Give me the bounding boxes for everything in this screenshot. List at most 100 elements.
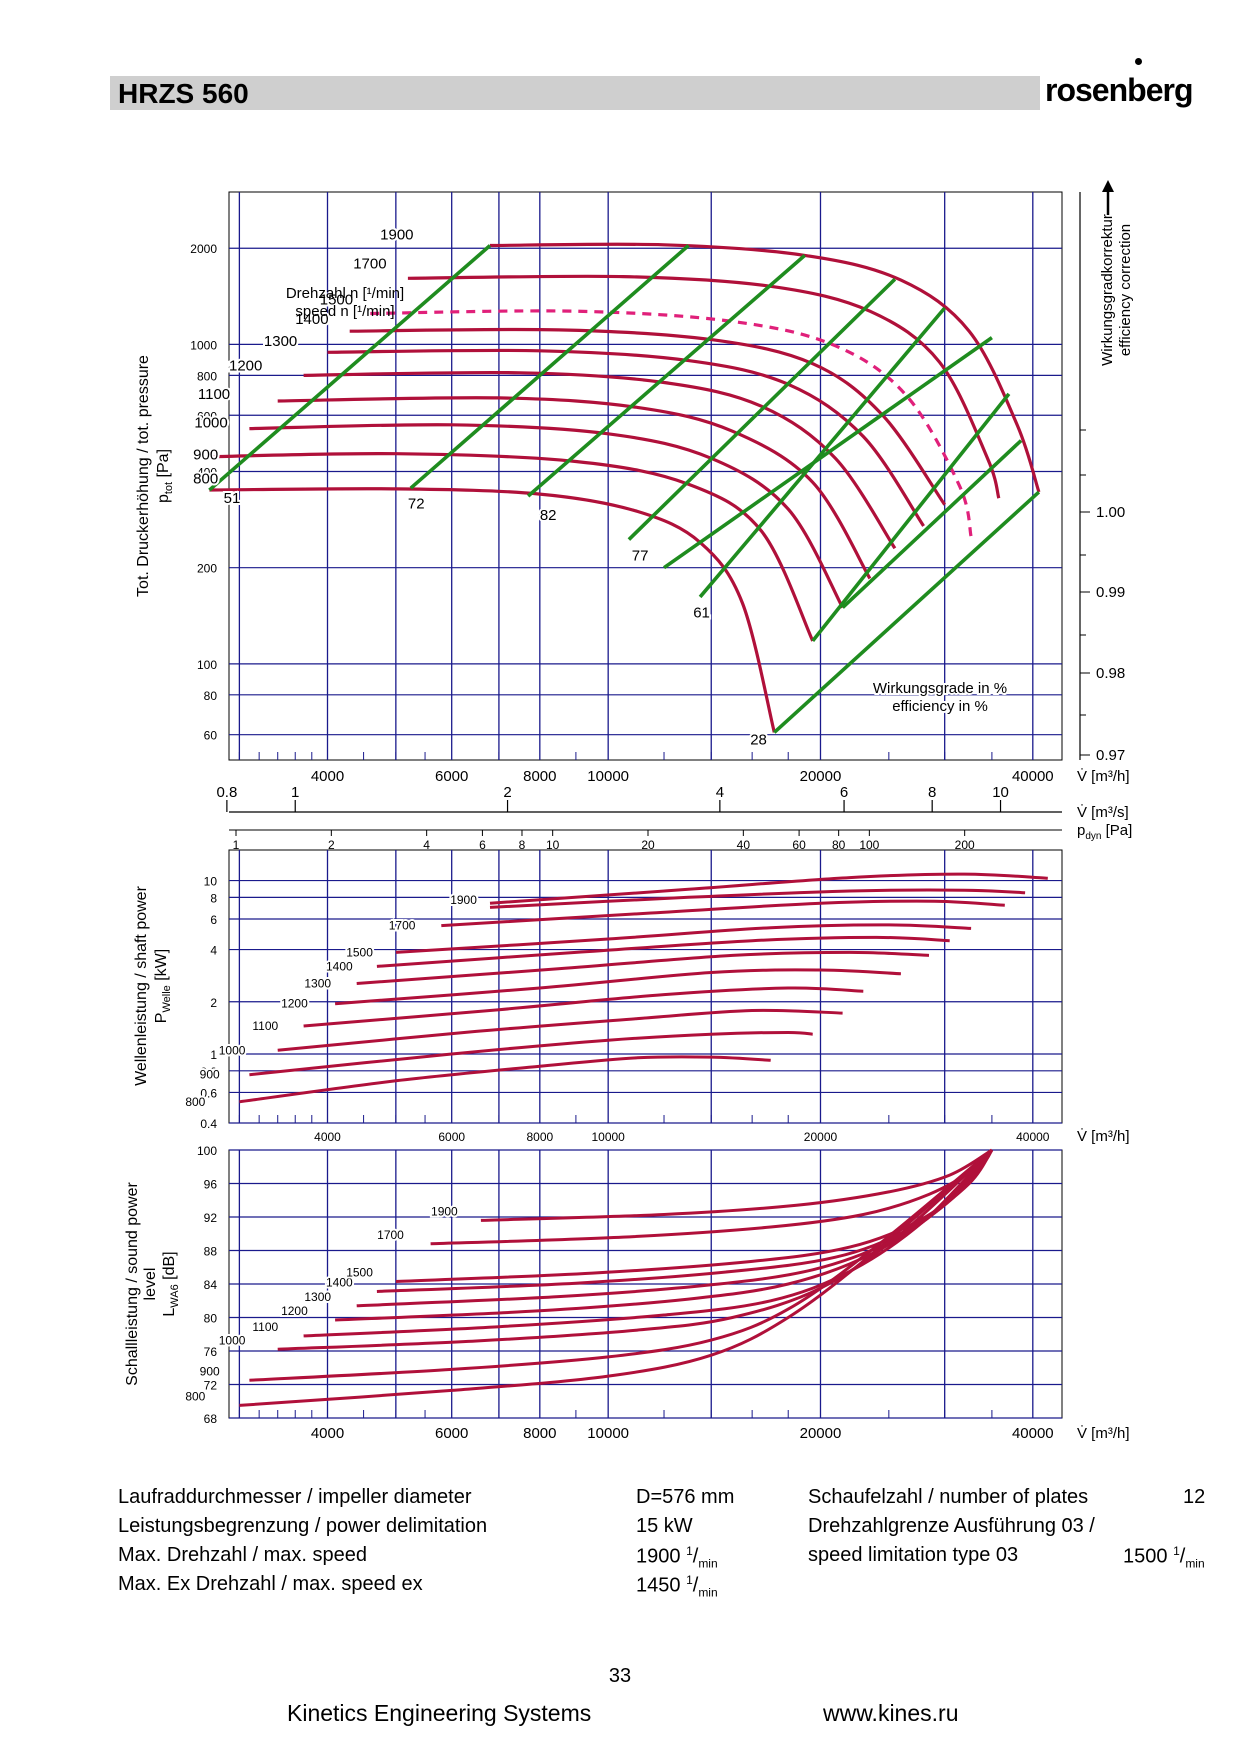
- sound-curve: [395, 1149, 994, 1283]
- y-tick-label: 400: [197, 466, 217, 480]
- efficiency-line: [526, 254, 806, 498]
- y-axis-title: level: [142, 1268, 159, 1301]
- pressure-curve: [209, 487, 776, 733]
- page-title: HRZS 560: [118, 78, 249, 109]
- pressure-curve: [277, 396, 872, 580]
- y-tick-label: 80: [204, 689, 218, 703]
- power-series-label: 1900: [450, 893, 477, 907]
- x-tick-label: 8000: [523, 768, 556, 785]
- pdyn-tick-label: 80: [832, 838, 846, 852]
- pdyn-tick-label: 60: [792, 838, 806, 852]
- page-number: 33: [608, 1665, 632, 1687]
- limit-label-2: speed limitation type 03: [808, 1544, 1019, 1566]
- power-curve: [395, 923, 972, 954]
- sound-series-label: 1500: [346, 1265, 373, 1279]
- right-axis-tick-label: 0.97: [1096, 747, 1125, 764]
- y-tick-label: 92: [204, 1211, 218, 1225]
- speed-legend: Drehzahl n [¹/min]: [286, 285, 404, 302]
- brand-logo: rosenberg: [1045, 72, 1193, 108]
- sound-series-label: 800: [185, 1389, 205, 1403]
- y-tick-label: 100: [197, 1144, 217, 1158]
- sound-series-label: 1400: [326, 1276, 353, 1290]
- pdyn-tick-label: 8: [519, 838, 526, 852]
- y-axis-unit: LWA6 [dB]: [161, 1251, 181, 1316]
- m3s-tick-label: 8: [928, 784, 936, 801]
- y-axis-title: Schallleistung / sound power: [124, 1181, 141, 1385]
- efficiency-legend: efficiency in %: [892, 698, 988, 715]
- power-series-label: 800: [185, 1095, 205, 1109]
- m3s-tick-label: 4: [716, 784, 724, 801]
- pressure-curve: [349, 327, 947, 506]
- m3s-tick-label: 10: [992, 784, 1009, 801]
- power-curve: [489, 872, 1048, 905]
- plates-label: Schaufelzahl / number of plates: [808, 1486, 1089, 1508]
- efficiency-label: 28: [750, 731, 767, 748]
- fan-performance-chart: 60 80 100 200 400 600 800 1000 2000 4000 6000 8000 1…: [124, 180, 1134, 1442]
- y-axis-unit: ptot [Pa]: [155, 449, 175, 503]
- efficiency-line: [662, 336, 993, 570]
- efficiency-line: [627, 277, 897, 541]
- y-tick-label: 2000: [190, 242, 217, 256]
- pdyn-tick-label: 6: [479, 838, 486, 852]
- y-tick-label: 8: [210, 891, 217, 905]
- efficiency-legend: Wirkungsgrade in %: [873, 680, 1007, 697]
- spec-row: Max. Drehzahl / max. speed 1900 1/min sp…: [118, 1544, 1228, 1572]
- y-tick-label: 84: [204, 1278, 218, 1292]
- y-tick-label: 600: [197, 409, 217, 423]
- pdyn-tick-label: 200: [955, 838, 975, 852]
- y-tick-label: 10: [204, 875, 218, 889]
- y-tick-label: 200: [197, 562, 217, 576]
- x-tick-label: 10000: [591, 1130, 625, 1144]
- limit-label-1: Drehzahlgrenze Ausführung 03 /: [808, 1515, 1095, 1537]
- x-tick-label: 6000: [438, 1130, 465, 1144]
- speed-label: 900: [193, 446, 218, 463]
- pdyn-tick-label: 1: [233, 838, 240, 852]
- right-axis-title: efficiency correction: [1117, 224, 1134, 356]
- pdyn-tick-label: 100: [859, 838, 879, 852]
- plates-value: 12: [1183, 1486, 1206, 1508]
- y-tick-label: 0.4: [200, 1117, 217, 1131]
- pressure-curve: [249, 423, 845, 609]
- x-tick-label: 10000: [587, 1425, 629, 1442]
- speed-label: 1700: [353, 256, 386, 273]
- y-tick-label: 2: [210, 996, 217, 1010]
- efficiency-label: 72: [408, 495, 425, 512]
- right-axis-title: Wirkungsgradkorrektur: [1099, 214, 1116, 366]
- y-axis-title: Tot. Druckerhöhung / tot. pressure: [135, 355, 152, 597]
- y-tick-label: 0.6: [200, 1086, 217, 1100]
- efficiency-line: [811, 392, 1011, 642]
- x-tick-label: 20000: [800, 1425, 842, 1442]
- sound-series-label: 1300: [304, 1290, 331, 1304]
- x-tick-label: 4000: [311, 1425, 344, 1442]
- x-tick-label: 6000: [435, 1425, 468, 1442]
- right-axis-tick-label: 0.98: [1096, 665, 1125, 682]
- y-tick-label: 96: [204, 1178, 218, 1192]
- efficiency-label: 77: [632, 548, 649, 565]
- x-tick-label: 8000: [526, 1130, 553, 1144]
- x-tick-label: 4000: [311, 768, 344, 785]
- maxex-label: Max. Ex Drehzahl / max. speed ex: [118, 1573, 423, 1595]
- right-axis-tick-label: 0.99: [1096, 584, 1125, 601]
- speed-label: 1400: [295, 311, 328, 328]
- y-tick-label: 1000: [190, 338, 217, 352]
- pdyn-tick-label: 4: [423, 838, 430, 852]
- power-curve: [239, 1055, 771, 1104]
- power-series-label: 1100: [252, 1019, 278, 1033]
- pressure-curve: [209, 451, 815, 642]
- pdyn-tick-label: 40: [737, 838, 751, 852]
- power-curve: [334, 968, 901, 1006]
- m3s-tick-label: 6: [840, 784, 848, 801]
- y-tick-label: 72: [204, 1379, 218, 1393]
- power-series-label: 1500: [346, 945, 373, 959]
- y-tick-label: 88: [204, 1245, 218, 1259]
- speed-label: 1000: [194, 414, 227, 431]
- limit-value: 1500 1/min: [1123, 1544, 1205, 1571]
- sound-series-label: 1100: [252, 1320, 278, 1334]
- x-tick-label: 6000: [435, 768, 468, 785]
- power-series-label: 1300: [304, 976, 331, 990]
- sound-curve: [376, 1149, 994, 1293]
- sound-curve: [249, 1148, 993, 1382]
- power-series-label: 1200: [281, 997, 308, 1011]
- y-axis-title: Wellenleistung / shaft power: [133, 885, 150, 1085]
- x-axis-label: V̇ [m³/h]: [1077, 1128, 1130, 1145]
